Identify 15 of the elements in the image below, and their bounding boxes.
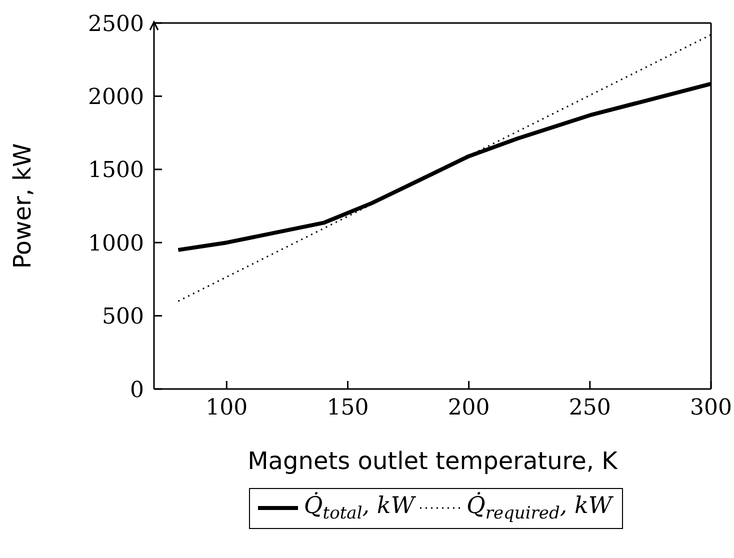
legend-label: Q̇$_{total}$, kW [304, 493, 414, 524]
x-tick-label: 100 [206, 396, 248, 421]
y-axis-title: Power, kW [8, 143, 37, 269]
x-tick-label: 150 [326, 396, 369, 421]
y-tick-label: 1500 [88, 158, 144, 184]
x-tick-label: 300 [690, 396, 732, 421]
y-tick-label: 2000 [88, 85, 144, 110]
y-tick-label: 2500 [88, 12, 144, 37]
legend-label: Q̇$_{required}$, kW [466, 493, 612, 524]
x-tick-label: 250 [568, 396, 611, 421]
y-tick-label: 500 [102, 304, 144, 330]
y-tick-label: 0 [130, 378, 144, 403]
x-axis-title: Magnets outlet temperature, K [248, 447, 619, 475]
x-tick-label: 200 [448, 396, 490, 421]
y-tick-label: 1000 [88, 231, 144, 256]
